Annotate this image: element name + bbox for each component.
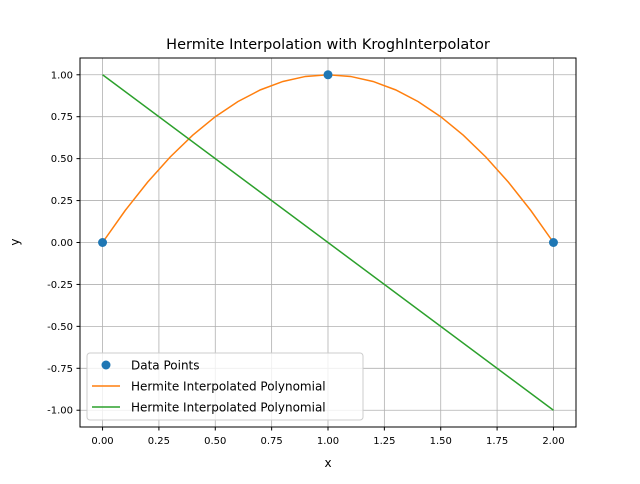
x-tick-label: 0.25 [148, 436, 170, 447]
x-tick-label: 0.00 [91, 436, 113, 447]
y-tick-label: 0.75 [51, 112, 73, 123]
data-point [323, 70, 333, 80]
y-tick-label: -0.75 [47, 364, 73, 375]
x-tick-label: 1.75 [486, 436, 508, 447]
x-axis-label: x [324, 456, 331, 470]
y-tick-label: -0.25 [47, 280, 73, 291]
y-tick-label: 0.50 [51, 154, 73, 165]
y-tick-label: -1.00 [47, 406, 73, 417]
x-tick-label: 2.00 [542, 436, 564, 447]
y-axis-label: y [8, 238, 22, 245]
legend-label-data-points: Data Points [131, 359, 200, 373]
legend-label-orange: Hermite Interpolated Polynomial [131, 380, 326, 394]
x-tick-label: 0.50 [204, 436, 226, 447]
legend: Data Points Hermite Interpolated Polynom… [86, 352, 364, 421]
x-tick-label: 1.25 [373, 436, 395, 447]
legend-marker-data-points [101, 360, 111, 370]
y-tick-label: 0.00 [51, 238, 73, 249]
x-tick-label: 1.50 [430, 436, 452, 447]
legend-label-green: Hermite Interpolated Polynomial [131, 401, 326, 415]
x-tick-label: 0.75 [261, 436, 283, 447]
chart-title: Hermite Interpolation with KroghInterpol… [166, 37, 490, 53]
y-tick-label: 1.00 [51, 70, 73, 81]
data-point [548, 238, 558, 247]
data-point [98, 238, 108, 247]
y-tick-label: 0.25 [51, 196, 73, 207]
y-tick-label: -0.50 [47, 322, 73, 333]
x-tick-label: 1.00 [317, 436, 339, 447]
series-line-2 [102, 74, 554, 411]
